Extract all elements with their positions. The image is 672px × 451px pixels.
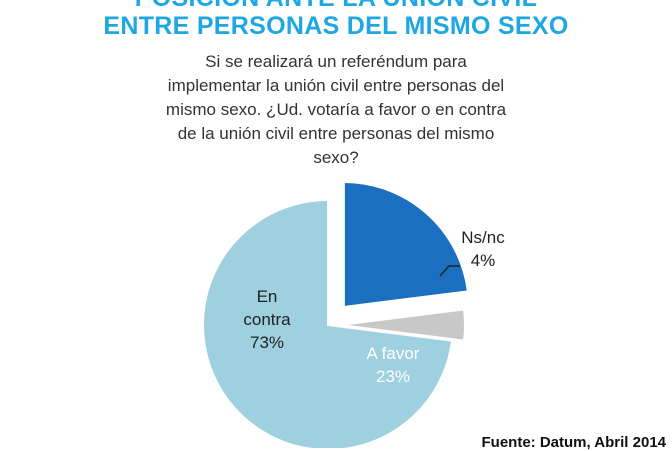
- label-a-favor-line: A favor: [366, 344, 420, 363]
- nsnc-leader-line: [439, 265, 460, 277]
- question-line: Si se realizará un referéndum para: [205, 52, 467, 71]
- label-en-contra-pct: 73%: [249, 333, 285, 352]
- label-a-favor-pct: 23%: [375, 367, 411, 386]
- question-line: mismo sexo. ¿Ud. votaría a favor o en co…: [165, 100, 507, 119]
- label-nsnc: Ns/nc 4%: [448, 226, 518, 272]
- label-a-favor: A favor 23%: [348, 342, 438, 388]
- survey-question: Si se realizará un referéndum para imple…: [130, 50, 542, 170]
- pie-slice-a-favor: [342, 180, 470, 309]
- label-nsnc-line: Ns/nc: [461, 228, 505, 247]
- chart-title-line2: ENTRE PERSONAS DEL MISMO SEXO: [103, 12, 569, 40]
- label-en-contra: En contra 73%: [222, 285, 312, 354]
- pie-slice-ns-nc: [339, 308, 466, 342]
- question-line: de la unión civil entre personas del mis…: [177, 124, 495, 143]
- label-en-contra-line: contra: [243, 310, 291, 329]
- label-en-contra-line: En: [256, 287, 278, 306]
- label-nsnc-pct: 4%: [470, 251, 496, 270]
- chart-title-line1: POSICIÓN ANTE LA UNIÓN CIVIL: [0, 0, 672, 13]
- question-line: implementar la unión civil entre persona…: [167, 76, 505, 95]
- source-note: Fuente: Datum, Abril 2014: [481, 434, 666, 451]
- question-line: sexo?: [313, 148, 359, 167]
- pie-slice-en-contra: [202, 198, 454, 448]
